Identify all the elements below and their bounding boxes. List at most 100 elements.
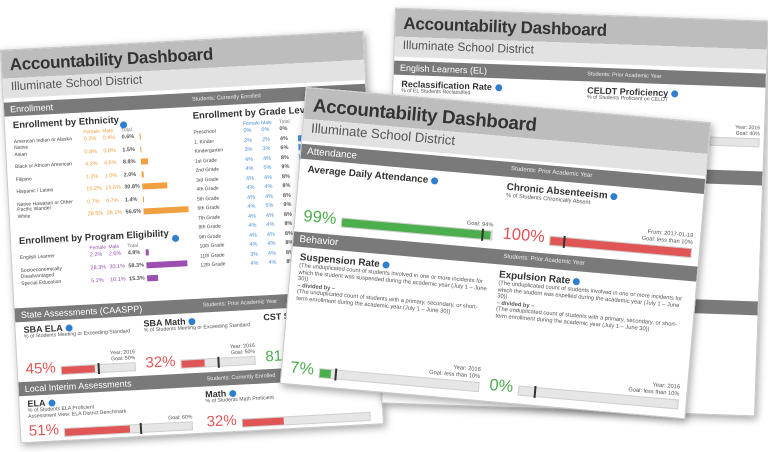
tbl-num: 8% — [284, 220, 293, 228]
tbl-num: 8% — [282, 182, 291, 190]
tbl-num: 4.6% — [103, 159, 117, 167]
metric-card: SBA ELA% of Students Meeting or Exceedin… — [23, 319, 136, 378]
tbl-num: 3% — [244, 146, 253, 154]
students: Students: Prior Academic Year — [587, 71, 662, 80]
tbl-num: 5% — [263, 164, 272, 172]
metric-bar-wrap: Year: 2016 Goal: less than 10% — [318, 354, 481, 393]
tbl-label: White — [17, 213, 31, 221]
tbl-label: 10th Grade — [199, 242, 225, 250]
tbl-num: 0.8% — [103, 147, 117, 155]
metric-bar-wrap: Year: 2016 Goal: 50% — [60, 349, 136, 376]
tbl-num: 1.4% — [124, 196, 138, 203]
tbl-label: Hispanic / Latino — [16, 187, 54, 196]
metric-card: SBA Math% of Students Meeting or Exceedi… — [143, 313, 256, 372]
heading: English Learners (EL) — [399, 62, 488, 76]
metric-card: Chronic Absenteeism% of Students Chronic… — [502, 182, 697, 259]
tbl-col: Female — [243, 120, 260, 128]
tbl-label: 3rd Grade — [195, 176, 219, 184]
tbl-label: 8th Grade — [198, 223, 221, 231]
tbl-num: 4% — [244, 156, 254, 163]
tbl-label: 11th Grade — [199, 251, 225, 260]
metric-value: 32% — [206, 411, 238, 431]
tbl-num: 8% — [282, 192, 292, 199]
tbl-num: 4% — [247, 203, 256, 211]
students: Students: Prior Academic Year — [503, 253, 585, 267]
goal-marker — [139, 422, 143, 434]
tbl-bar — [146, 260, 188, 269]
title: Accountability Dashboard — [403, 13, 608, 40]
tbl-num: 3% — [262, 145, 271, 153]
metric-bar-wrap: From: 2017-01-19 Goal: less than 10% — [549, 221, 693, 259]
bar-track — [241, 411, 371, 428]
tbl-num: 4% — [245, 165, 254, 173]
tbl-num: 58.3% — [128, 262, 145, 270]
tbl-num: 0.6% — [121, 133, 135, 141]
metric-value: 51% — [28, 421, 60, 440]
tbl-num: 2% — [243, 137, 253, 144]
title: Accountability Dashboard — [9, 44, 214, 75]
tbl-num: 0% — [261, 126, 270, 134]
tbl-num: 4.8% — [127, 249, 141, 257]
tbl-bar — [139, 133, 141, 140]
tbl-num: 15.3% — [128, 275, 145, 283]
metric-row: 32% — [206, 406, 371, 430]
tbl-label: Preschool — [193, 128, 216, 136]
tbl-num: 0% — [243, 127, 252, 135]
tbl-num: 4% — [268, 259, 277, 267]
tbl-num: 28.5% — [87, 210, 104, 218]
tbl-num: 0.8% — [84, 148, 98, 156]
tbl-num: 5.2% — [91, 277, 104, 285]
heading: Attendance — [306, 146, 358, 162]
tbl-num: 3% — [249, 251, 259, 258]
tbl-col: Male — [102, 127, 114, 135]
tbl-label: 9th Grade — [198, 232, 222, 241]
tbl-num: 2.6% — [108, 250, 122, 258]
tbl-col: Male — [108, 243, 120, 251]
goal-marker — [96, 363, 100, 375]
tbl-num: 0.4% — [102, 134, 116, 142]
tbl-num: 4% — [267, 250, 277, 257]
tbl-num: 8% — [281, 173, 291, 180]
tbl-label: 6th Grade — [197, 204, 220, 212]
metric-row: 32% Year: 2016 Goal: 50% — [145, 342, 256, 372]
tbl-num: 9% — [281, 163, 290, 171]
tbl-num: 4% — [246, 194, 256, 201]
tbl-num: 4% — [248, 232, 258, 239]
tbl-num: 2.2% — [89, 251, 103, 259]
info-icon — [382, 261, 390, 269]
heading: Behavior — [298, 233, 339, 249]
tbl-num: 4% — [264, 193, 274, 200]
goal-marker — [334, 368, 338, 381]
tbl-num: 4% — [245, 175, 255, 182]
tbl-label: 7th Grade — [197, 213, 221, 222]
info-icon — [671, 90, 679, 98]
tbl-num: 4% — [248, 222, 257, 230]
tbl-num: 4.2% — [84, 160, 98, 168]
tbl-num: 9% — [283, 201, 292, 209]
tbl-num: 4% — [267, 240, 276, 248]
bar-fill — [518, 386, 520, 395]
bar-fill — [319, 369, 332, 379]
subtitle: Illuminate School District — [402, 37, 535, 57]
tbl-col: Female — [89, 244, 107, 252]
heading: Enrollment — [9, 102, 54, 115]
tbl-label: Socioeconomically Disadvantaged — [20, 265, 63, 280]
metric-value: 0% — [488, 375, 515, 396]
front-dashboard: Accountability Dashboard Illuminate Schoo… — [279, 86, 712, 420]
metric-card: Expulsion Rate (The unduplicated count of… — [488, 269, 689, 410]
students: Students: Prior Academic Year — [510, 166, 593, 180]
tbl-bar — [145, 249, 150, 256]
metric-card: Suspension Rate (The unduplicated count o… — [289, 252, 490, 393]
tbl-num: 0% — [279, 125, 288, 133]
tbl-num: 8.8% — [122, 158, 136, 166]
tbl-bar — [143, 206, 189, 215]
tbl-num: 0.7% — [86, 198, 100, 205]
tbl-num: 30.8% — [124, 183, 141, 191]
tbl-num: 4% — [264, 183, 273, 191]
tbl-num: 4% — [246, 184, 255, 192]
tbl-num: 4% — [249, 241, 258, 248]
tbl-label: 1st Grade — [194, 157, 218, 165]
tbl-num: 28.3% — [90, 264, 107, 272]
metric-bar-wrap: Year: 2016 Goal: 50% — [180, 342, 256, 369]
metric-bar-wrap — [241, 411, 371, 428]
